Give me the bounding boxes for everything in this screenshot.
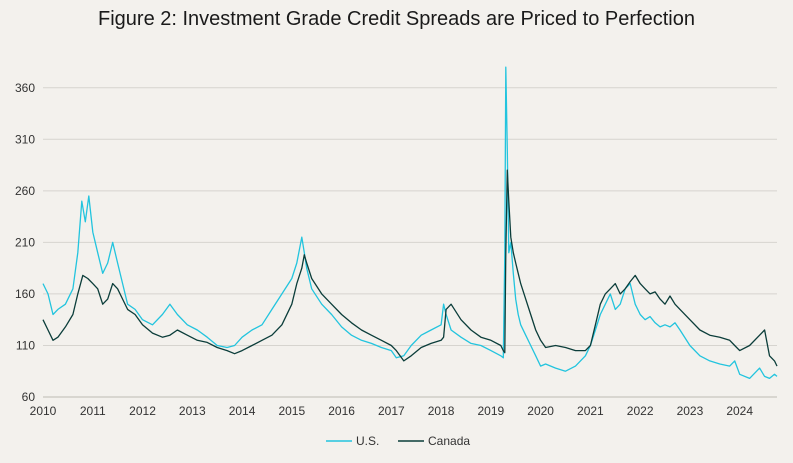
x-tick-label-2013: 2013 — [179, 404, 206, 418]
x-tick-label-2014: 2014 — [229, 404, 256, 418]
series-layer — [42, 66, 778, 380]
x-tick-label-2020: 2020 — [527, 404, 554, 418]
y-tick-label-260: 260 — [15, 184, 35, 198]
x-tick-label-2018: 2018 — [428, 404, 455, 418]
series-line-canada — [42, 169, 778, 367]
x-tick-label-2024: 2024 — [726, 404, 753, 418]
chart-title: Figure 2: Investment Grade Credit Spread… — [98, 8, 695, 30]
x-tick-label-2016: 2016 — [328, 404, 355, 418]
x-tick-label-2012: 2012 — [129, 404, 156, 418]
axis-layer: 60 110 160 210 260 310 360 2010 2011 2012 2013 2014… — [15, 81, 777, 418]
x-tick-label-2019: 2019 — [478, 404, 505, 418]
y-tick-label-310: 310 — [15, 132, 35, 146]
legend: U.S. Canada — [326, 434, 470, 448]
x-tick-label-2021: 2021 — [577, 404, 604, 418]
y-tick-label-360: 360 — [15, 81, 35, 95]
x-tick-label-2022: 2022 — [627, 404, 654, 418]
y-tick-label-110: 110 — [16, 338, 35, 352]
series-line-us — [42, 66, 778, 380]
x-tick-label-2010: 2010 — [30, 404, 57, 418]
legend-label-canada: Canada — [428, 434, 470, 448]
y-tick-label-60: 60 — [22, 390, 36, 404]
y-tick-label-210: 210 — [15, 235, 35, 249]
x-tick-label-2015: 2015 — [278, 404, 305, 418]
x-tick-label-2023: 2023 — [677, 404, 704, 418]
x-tick-label-2017: 2017 — [378, 404, 405, 418]
x-tick-label-2011: 2011 — [80, 404, 106, 418]
grid-layer — [43, 87, 777, 398]
legend-label-us: U.S. — [356, 434, 379, 448]
y-tick-label-160: 160 — [15, 287, 35, 301]
